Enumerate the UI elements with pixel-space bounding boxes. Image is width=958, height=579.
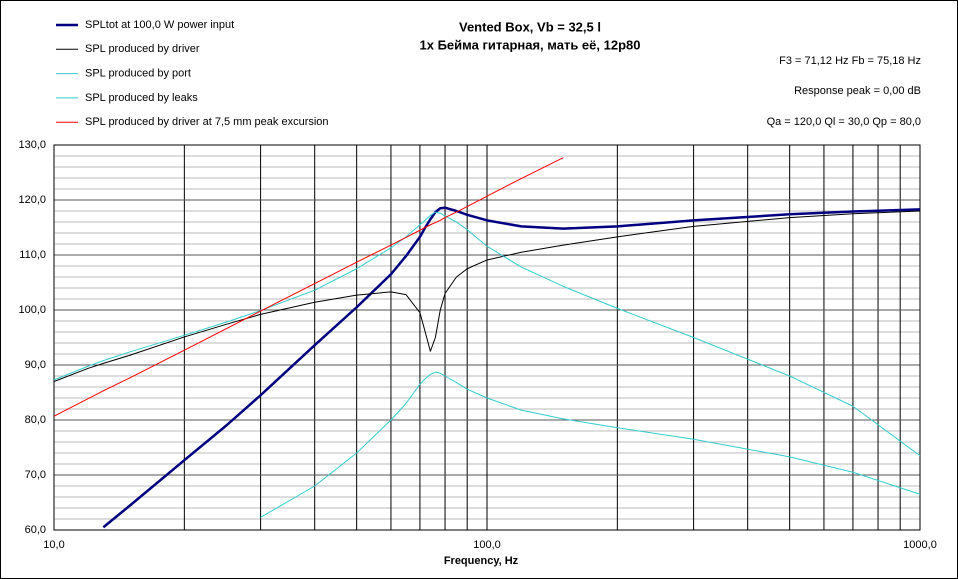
series-line: [53, 157, 564, 417]
y-tick-label: 130,0: [18, 139, 46, 151]
y-tick-label: 90,0: [25, 359, 46, 371]
legend-label: SPL produced by driver at 7,5 mm peak ex…: [85, 116, 329, 128]
y-tick-label: 70,0: [25, 469, 46, 481]
annotation: F3 = 71,12 Hz Fb = 75,18 Hz: [779, 55, 921, 67]
legend-label: SPL produced by driver: [85, 43, 200, 55]
legend-label: SPLtot at 100,0 W power input: [85, 19, 234, 31]
series-line: [53, 210, 921, 382]
series-line: [260, 371, 921, 518]
x-tick-label: 100,0: [473, 539, 501, 551]
y-tick-label: 100,0: [18, 304, 46, 316]
x-axis-label: Frequency, Hz: [444, 555, 519, 567]
y-tick-label: 80,0: [25, 414, 46, 426]
x-tick-label: 1000,0: [903, 539, 937, 551]
chart-subtitle: 1x Бейма гитарная, мать её, 12p80: [420, 37, 641, 52]
y-tick-label: 110,0: [19, 249, 46, 261]
legend-label: SPL produced by leaks: [85, 92, 198, 104]
y-tick-label: 120,0: [18, 194, 46, 206]
annotation: Qa = 120,0 Ql = 30,0 Qp = 80,0: [767, 116, 921, 128]
series-line: [53, 211, 921, 457]
x-tick-label: 10,0: [43, 539, 64, 551]
legend-label: SPL produced by port: [85, 68, 191, 80]
chart-title: Vented Box, Vb = 32,5 l: [459, 19, 601, 34]
y-tick-label: 60,0: [25, 524, 46, 536]
plot-border: [53, 144, 921, 531]
annotation: Response peak = 0,00 dB: [794, 85, 921, 97]
